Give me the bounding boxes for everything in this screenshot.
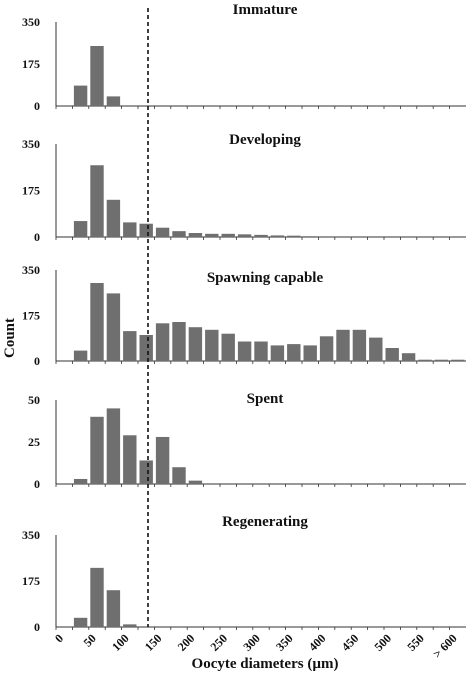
bar xyxy=(123,222,137,237)
bar xyxy=(237,234,252,237)
bar xyxy=(106,96,121,106)
bar xyxy=(155,436,170,484)
bar xyxy=(254,234,268,237)
y-tick-label: 350 xyxy=(22,263,40,277)
panel-spent: Spent 0 25 50 xyxy=(28,391,466,491)
y-axis-label: Count xyxy=(2,318,18,358)
bar xyxy=(90,165,104,237)
x-tick-label: 350 xyxy=(273,631,296,654)
panel-title: Spawning capable xyxy=(207,270,324,286)
bar xyxy=(90,46,104,106)
bar xyxy=(369,337,383,361)
panel-developing: Developing 0 175 350 xyxy=(22,132,466,244)
y-tick-label: 0 xyxy=(34,477,40,491)
y-tick-label: 0 xyxy=(34,620,40,634)
panel-title: Spent xyxy=(247,391,284,407)
bar xyxy=(319,336,334,361)
bar xyxy=(287,344,301,361)
bar xyxy=(106,293,121,361)
panels-group: Immature0175350Developing0175350Spawning… xyxy=(22,2,466,634)
y-tick-label: 350 xyxy=(22,15,40,29)
x-tick-label: 50 xyxy=(81,631,99,649)
bar xyxy=(155,323,170,361)
y-tick-label: 350 xyxy=(22,528,40,542)
x-tick-label: 250 xyxy=(207,631,230,654)
y-tick-label: 350 xyxy=(22,137,40,151)
y-tick-label: 0 xyxy=(34,354,40,368)
panel-title: Immature xyxy=(233,2,298,18)
bar xyxy=(106,408,121,484)
bar xyxy=(155,227,170,237)
bar xyxy=(254,341,268,361)
x-tick-label: 150 xyxy=(142,631,165,654)
bar xyxy=(123,331,137,361)
x-axis-label: Oocyte diameters (µm) xyxy=(192,656,339,672)
bar xyxy=(106,590,121,627)
bar xyxy=(352,329,367,361)
bar xyxy=(139,460,153,484)
x-tick-label: 400 xyxy=(306,631,329,654)
bar xyxy=(237,341,252,361)
x-tick-label: 200 xyxy=(175,631,198,654)
bar xyxy=(90,416,104,484)
panel-title: Developing xyxy=(229,132,301,148)
y-tick-label: 0 xyxy=(34,230,40,244)
bar xyxy=(270,235,285,237)
bar xyxy=(73,350,88,361)
bar xyxy=(205,329,219,361)
bar xyxy=(188,327,203,361)
bar xyxy=(73,617,88,627)
panel-title: Regenerating xyxy=(222,514,308,530)
bar xyxy=(221,233,235,237)
bar xyxy=(123,435,137,484)
bar xyxy=(188,233,203,237)
bar xyxy=(73,478,88,484)
bar xyxy=(401,353,416,361)
bar xyxy=(172,467,186,484)
panel-immature: Immature 0 175 350 xyxy=(22,2,466,113)
bar xyxy=(90,283,104,361)
x-tick-label: 550 xyxy=(404,631,427,654)
y-tick-label: 0 xyxy=(34,99,40,113)
bar xyxy=(205,233,219,237)
bar xyxy=(451,359,465,361)
bar xyxy=(73,85,88,106)
bar xyxy=(172,322,186,361)
x-tick-label: 300 xyxy=(240,631,263,654)
bar xyxy=(418,359,432,361)
panel-spawning-capable: Spawning capable 0 175 350 xyxy=(22,263,466,368)
bar xyxy=(172,231,186,237)
bar xyxy=(73,221,88,237)
x-tick-label: 500 xyxy=(371,631,394,654)
bar xyxy=(90,567,104,627)
bar xyxy=(123,624,137,627)
bar xyxy=(221,333,235,361)
bar xyxy=(139,335,153,361)
bar xyxy=(303,345,317,361)
bar xyxy=(385,348,399,361)
bar xyxy=(106,199,121,237)
bar xyxy=(139,223,153,237)
x-tick-label: 100 xyxy=(109,631,132,654)
bar xyxy=(270,345,285,361)
bar xyxy=(287,235,301,237)
y-tick-label: 175 xyxy=(22,574,40,588)
y-tick-label: 25 xyxy=(28,435,40,449)
x-tick-label: 0 xyxy=(52,631,66,645)
x-tick-label: > 600 xyxy=(430,631,460,661)
y-tick-label: 175 xyxy=(22,309,40,323)
x-tick-label: 450 xyxy=(339,631,362,654)
bar xyxy=(303,236,317,237)
y-tick-label: 175 xyxy=(22,184,40,198)
bar xyxy=(188,480,203,484)
y-tick-label: 175 xyxy=(22,57,40,71)
y-tick-label: 50 xyxy=(28,393,40,407)
bar xyxy=(336,329,350,361)
bar xyxy=(434,359,449,361)
panel-regenerating: Regenerating 0 175 350 xyxy=(22,514,466,634)
